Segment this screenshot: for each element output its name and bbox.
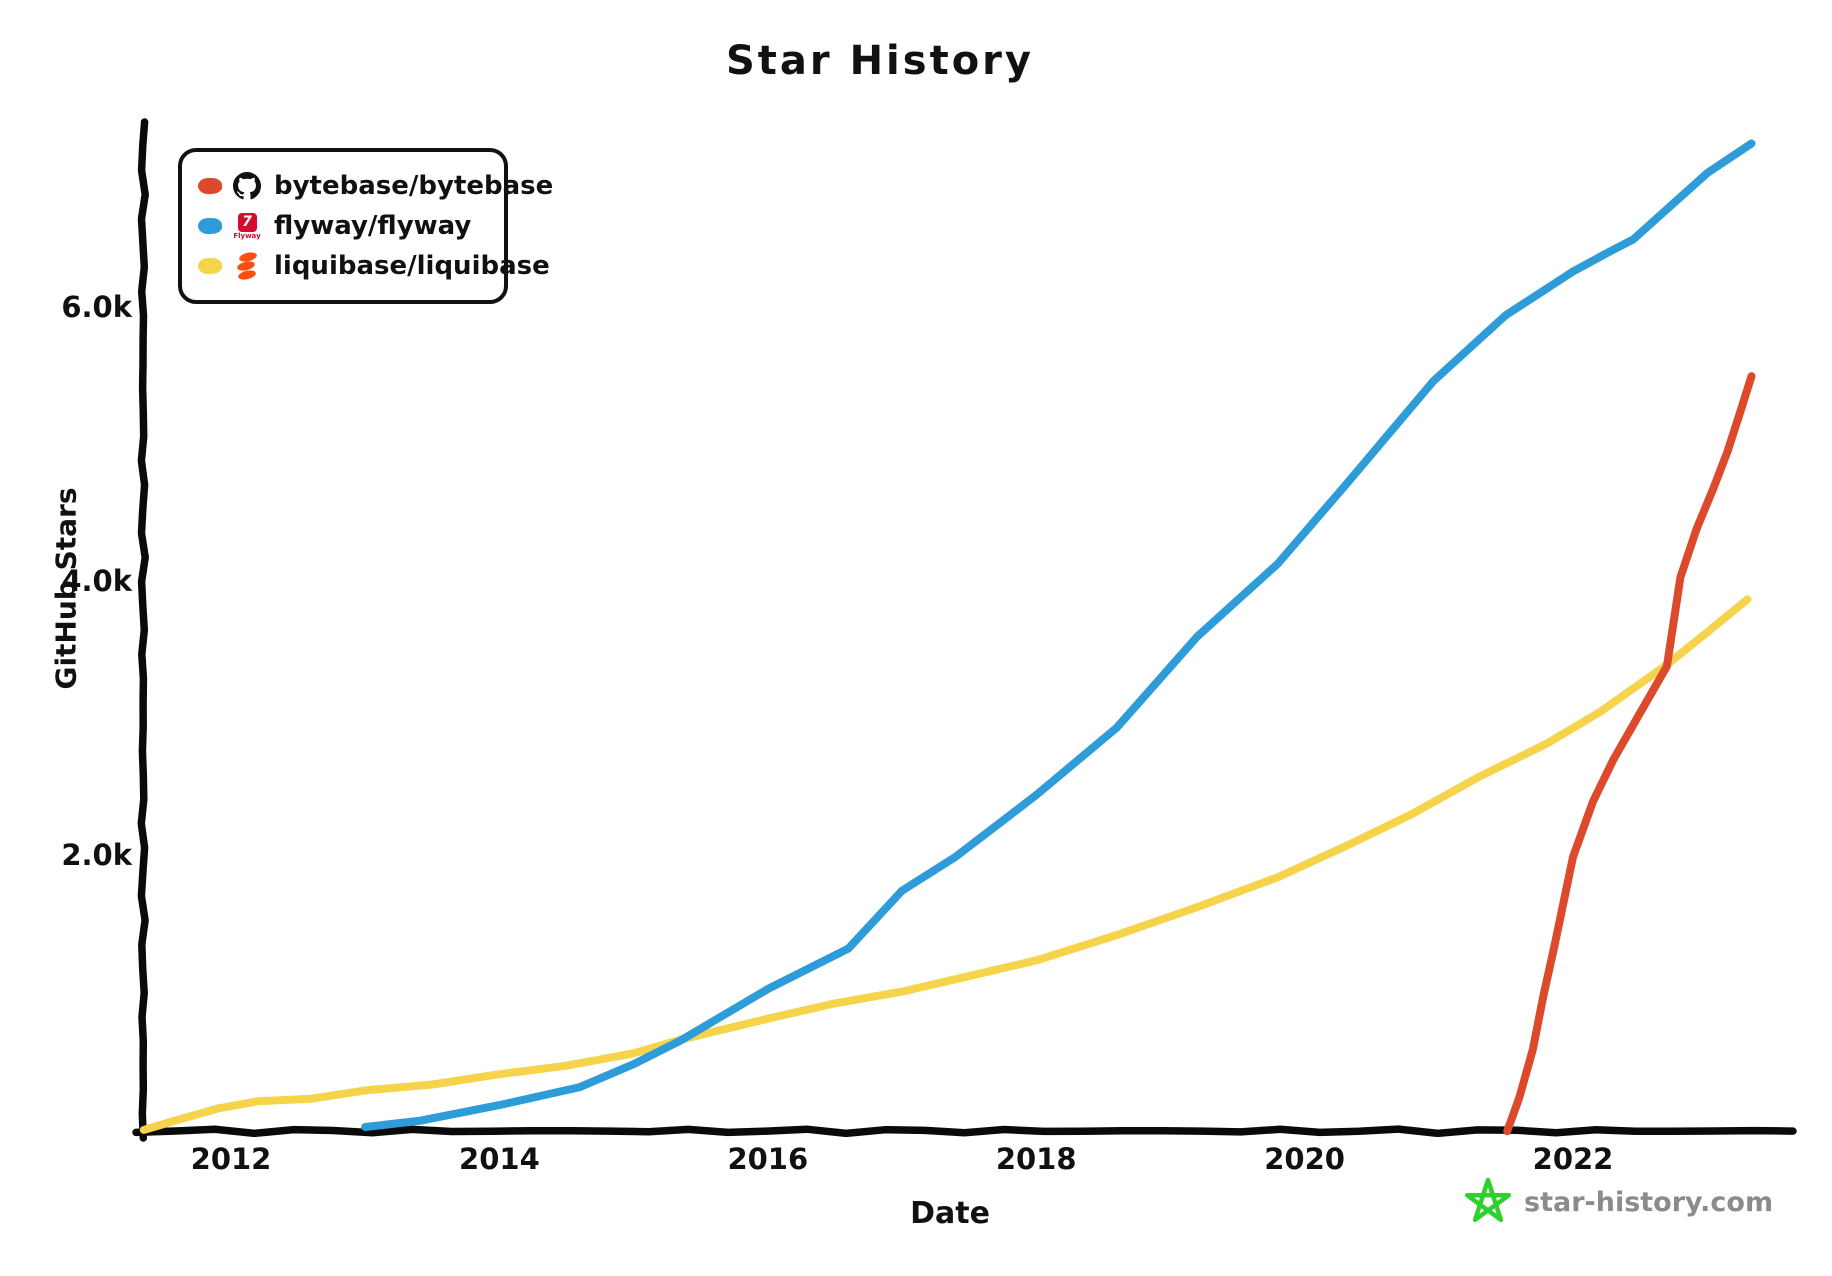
series-line-bytebase	[1503, 372, 1756, 1136]
legend-swatch-flyway	[197, 217, 223, 235]
x-tick-label-2018: 2018	[995, 1142, 1077, 1176]
legend-item-label: liquibase/liquibase	[274, 251, 550, 281]
series-line-flyway	[361, 139, 1756, 1131]
legend-item-label: flyway/flyway	[274, 211, 472, 241]
legend-item-flyway: 7 Flyway flyway/flyway	[192, 206, 492, 246]
legend: bytebase/bytebase 7 Flyway flyway/flyway	[178, 148, 553, 304]
x-tick-label-2014: 2014	[459, 1142, 540, 1176]
chart-title: Star History	[726, 38, 1034, 84]
github-icon	[232, 169, 262, 203]
series-line-liquibase	[139, 595, 1752, 1134]
legend-item-bytebase: bytebase/bytebase	[192, 166, 553, 206]
legend-item-liquibase: liquibase/liquibase	[192, 246, 550, 286]
watermark-text: star-history.com	[1524, 1186, 1774, 1218]
y-tick-label-4.0k: 4.0k	[61, 564, 132, 598]
legend-swatch-liquibase	[197, 257, 223, 275]
x-tick-label-2022: 2022	[1532, 1142, 1614, 1176]
x-tick-label-2012: 2012	[190, 1142, 272, 1176]
x-axis-title: Date	[910, 1196, 990, 1231]
liquibase-icon	[232, 249, 262, 283]
flyway-logo-glyph: 7	[237, 212, 257, 232]
y-axis-line	[137, 118, 149, 1142]
flyway-icon: 7 Flyway	[232, 209, 262, 243]
y-tick-label-2.0k: 2.0k	[61, 838, 132, 872]
legend-swatch-bytebase	[197, 177, 223, 195]
y-tick-label-6.0k: 6.0k	[61, 290, 132, 324]
watermark: star-history.com	[1462, 1176, 1773, 1228]
flyway-logo-word: Flyway	[233, 231, 261, 240]
x-tick-label-2016: 2016	[727, 1142, 809, 1176]
legend-item-label: bytebase/bytebase	[274, 171, 554, 201]
x-axis-line	[132, 1125, 1797, 1138]
star-icon	[1464, 1177, 1512, 1223]
x-tick-label-2020: 2020	[1264, 1142, 1345, 1176]
